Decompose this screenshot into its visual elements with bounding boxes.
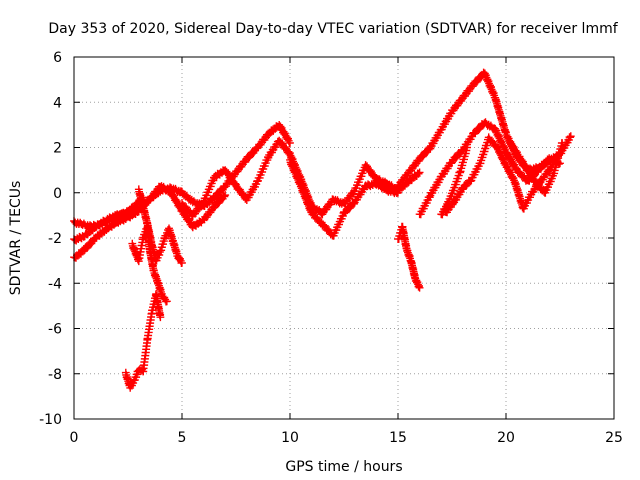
- x-tick-labels: 0 5 10 15 20 25: [70, 430, 623, 446]
- data-point-markers: [286, 156, 402, 240]
- x-tick-label: 0: [70, 430, 79, 446]
- data-point-markers: [506, 137, 567, 197]
- plot-frame: [73, 56, 615, 420]
- data-point-markers: [394, 222, 424, 292]
- series-track-9: [394, 222, 424, 292]
- series-track-14: [506, 137, 567, 197]
- y-tick-label: 2: [53, 141, 62, 157]
- y-tick-label: -8: [48, 367, 62, 383]
- y-tick-label: 0: [53, 186, 62, 202]
- x-tick-label: 5: [178, 430, 187, 446]
- x-tick-label: 15: [389, 430, 407, 446]
- y-tick-label: -4: [48, 276, 62, 292]
- x-axis-title: GPS time / hours: [285, 459, 402, 475]
- y-tick-label: 4: [53, 95, 62, 111]
- x-tick-label: 25: [605, 430, 623, 446]
- y-tick-label: -6: [48, 322, 62, 338]
- y-axis-title: SDTVAR / TECUs: [8, 181, 24, 296]
- series-track-11: [415, 118, 564, 219]
- y-tick-labels: -10 -8 -6 -4 -2 0 2 4 6: [39, 50, 62, 428]
- chart-title: Day 353 of 2020, Sidereal Day-to-day VTE…: [48, 21, 618, 37]
- x-tick-label: 20: [497, 430, 515, 446]
- series-track-4: [121, 290, 165, 392]
- series-track-6: [134, 185, 186, 267]
- data-point-markers: [437, 143, 472, 219]
- y-tick-label: 6: [53, 50, 62, 66]
- data-point-markers: [134, 185, 186, 267]
- series-track-13: [437, 143, 472, 219]
- series-track-8: [286, 156, 402, 240]
- y-tick-label: -10: [39, 412, 62, 428]
- data-points: [70, 68, 575, 392]
- data-point-markers: [121, 290, 165, 392]
- y-tick-label: -2: [48, 231, 62, 247]
- grid-lines: [74, 57, 614, 419]
- data-point-markers: [415, 118, 564, 219]
- x-tick-label: 10: [281, 430, 299, 446]
